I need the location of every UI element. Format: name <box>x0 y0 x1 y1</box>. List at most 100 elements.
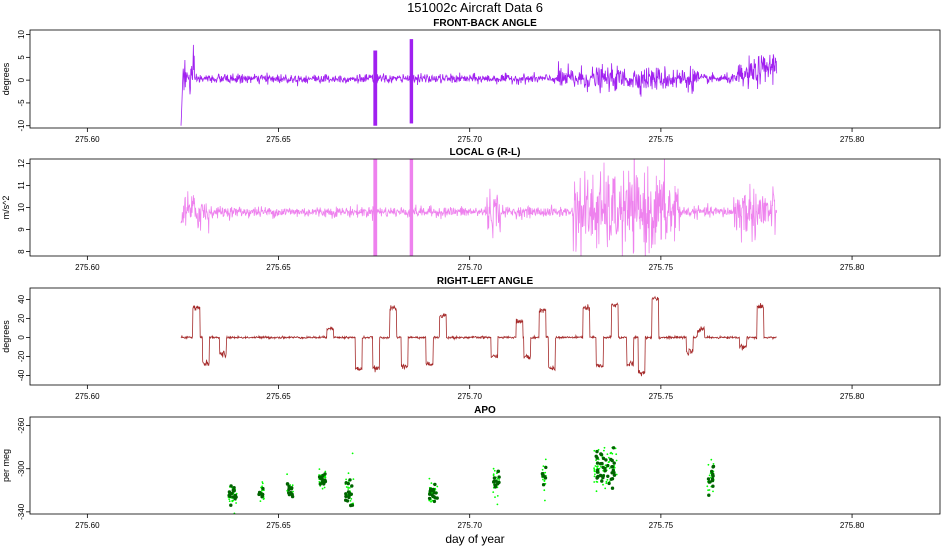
apo-point <box>602 483 604 486</box>
apo-frame <box>29 416 941 515</box>
apo-cluster-6 <box>492 467 501 506</box>
apo-point <box>433 496 438 500</box>
local-g-y-tick-label: 12 <box>17 158 26 167</box>
apo-point <box>609 457 613 462</box>
apo-point <box>350 498 353 500</box>
right-left-panel: RIGHT-LEFT ANGLE degrees 275.60 275.65 275.7… <box>1 276 941 401</box>
front-back-burst-0 <box>373 50 378 126</box>
right-left-y-tick-label: 20 <box>17 313 26 322</box>
local-g-x-tick-label: 275.80 <box>840 263 865 272</box>
local-g-y-tick-label: 11 <box>17 181 26 190</box>
apo-point <box>710 469 714 474</box>
apo-point <box>492 467 495 470</box>
apo-y-tick-label: -260 <box>17 417 26 434</box>
apo-panel: APO per meg 275.60 275.65 275.70 275.75 275.80… <box>1 405 941 530</box>
apo-point <box>431 494 435 499</box>
apo-point <box>595 461 600 465</box>
apo-point <box>428 477 431 480</box>
apo-point <box>610 465 615 469</box>
apo-point <box>347 472 350 475</box>
apo-point <box>610 486 615 490</box>
apo-point <box>428 489 432 494</box>
apo-point <box>317 475 322 479</box>
right-left-y-tick-label: 0 <box>17 335 26 340</box>
apo-point <box>608 467 611 470</box>
apo-x-tick-label: 275.70 <box>457 521 482 530</box>
apo-point <box>228 500 231 503</box>
x-axis-label: day of year <box>445 532 504 546</box>
apo-point <box>230 491 234 495</box>
apo-point <box>596 481 599 483</box>
apo-title: APO <box>474 405 496 416</box>
apo-point <box>318 468 321 470</box>
apo-cluster-3 <box>317 468 328 490</box>
local-g-title: LOCAL G (R-L) <box>450 147 521 158</box>
local-g-panel: LOCAL G (R-L) m/s^2 275.60 275.65 275.70 275.… <box>1 147 941 272</box>
front-back-y-tick-label: 10 <box>17 30 26 39</box>
front-back-burst-1 <box>409 39 414 124</box>
apo-point <box>292 490 294 493</box>
apo-cluster-5 <box>427 477 439 504</box>
apo-point <box>707 493 711 497</box>
front-back-y-tick-label: 0 <box>17 77 26 82</box>
apo-point <box>595 475 599 479</box>
apo-point <box>492 480 496 484</box>
apo-point <box>290 486 294 490</box>
apo-point <box>615 453 618 456</box>
apo-point <box>607 481 611 486</box>
apo-cluster-7 <box>540 458 548 502</box>
apo-point <box>430 482 433 484</box>
apo-point <box>710 458 713 461</box>
apo-point <box>436 485 439 488</box>
apo-point <box>611 468 615 472</box>
apo-point <box>496 503 499 506</box>
apo-point <box>606 453 609 456</box>
apo-point <box>229 503 233 507</box>
apo-cluster-9 <box>706 458 716 497</box>
right-left-y-tick-label: -40 <box>17 369 26 381</box>
apo-y-label: per meg <box>1 449 11 482</box>
apo-point <box>344 498 348 502</box>
right-left-x-tick-label: 275.80 <box>840 392 865 401</box>
apo-point <box>345 478 347 481</box>
apo-point <box>598 462 603 466</box>
front-back-frame <box>29 29 941 129</box>
apo-point <box>600 479 604 483</box>
apo-point <box>494 496 496 498</box>
apo-point <box>711 484 715 488</box>
apo-point <box>318 482 322 486</box>
apo-point <box>594 473 596 476</box>
apo-point <box>259 500 262 502</box>
apo-point <box>613 466 616 469</box>
apo-point <box>492 476 497 480</box>
apo-point <box>597 448 600 451</box>
right-left-x-tick-label: 275.65 <box>266 392 291 401</box>
local-g-burst-1 <box>409 159 414 256</box>
apo-point <box>492 474 495 477</box>
local-g-x-tick-label: 275.75 <box>649 263 674 272</box>
apo-point <box>351 452 354 455</box>
right-left-y-tick-label: -20 <box>17 350 26 362</box>
apo-point <box>432 499 437 504</box>
apo-point <box>593 475 596 478</box>
apo-point <box>603 466 607 471</box>
apo-point <box>707 489 709 492</box>
apo-point <box>261 481 264 483</box>
apo-point <box>263 497 265 500</box>
front-back-title: FRONT-BACK ANGLE <box>433 18 537 29</box>
apo-point <box>346 490 351 494</box>
front-back-x-tick-label: 275.75 <box>649 135 674 144</box>
apo-point <box>323 472 327 476</box>
apo-point <box>432 491 436 495</box>
apo-point <box>261 482 264 485</box>
apo-point <box>604 458 608 462</box>
apo-point <box>352 478 355 480</box>
apo-data <box>227 446 716 514</box>
right-left-series-line <box>180 295 777 377</box>
apo-point <box>707 463 710 466</box>
apo-point <box>612 461 616 465</box>
right-left-title: RIGHT-LEFT ANGLE <box>437 276 534 287</box>
local-g-y-tick-label: 9 <box>17 227 26 232</box>
apo-point <box>544 458 547 461</box>
